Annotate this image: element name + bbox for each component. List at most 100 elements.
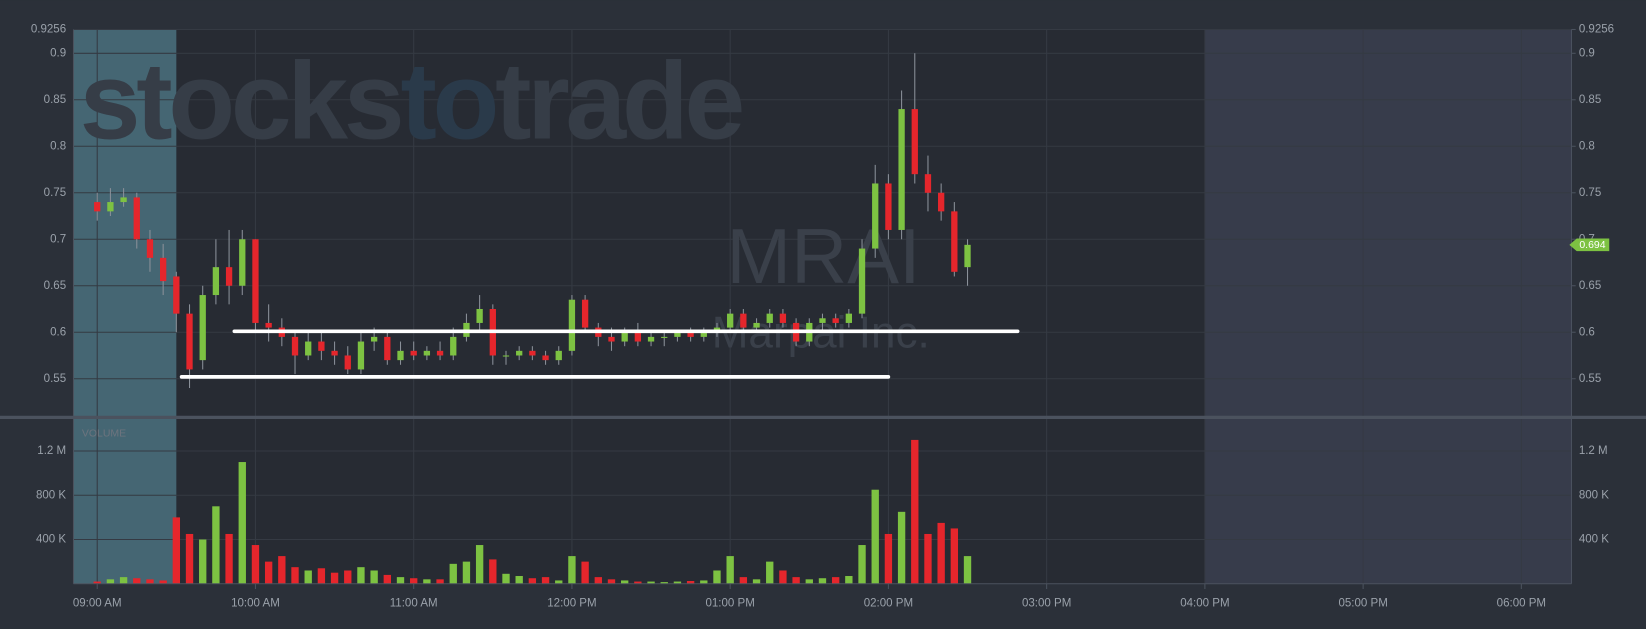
company-watermark: Marpai Inc. (712, 309, 930, 358)
shade-layer (73, 29, 1572, 584)
candle-body (832, 318, 839, 323)
y-tick-label-right: 0.55 (1579, 373, 1601, 385)
x-tick-label: 01:00 PM (705, 598, 754, 610)
candle-body (924, 174, 932, 193)
volume-bar (172, 517, 181, 584)
x-tick-label: 09:00 AM (73, 598, 122, 610)
volume-tick-label: 400 K (36, 534, 66, 546)
y-tick-label: 0.75 (44, 187, 66, 199)
candle-body (885, 183, 892, 230)
volume-bar (963, 556, 972, 584)
volume-bar (396, 577, 405, 584)
candle-body (239, 239, 246, 286)
y-tick-label: 0.8 (50, 140, 66, 152)
candle-body (542, 355, 549, 361)
volume-bar (660, 582, 668, 584)
y-tick-label: 0.6 (50, 326, 66, 338)
candle-body (133, 197, 140, 240)
x-tick-label: 02:00 PM (864, 598, 913, 610)
candle-body (674, 332, 681, 337)
volume-tick-label: 1.2 M (37, 445, 66, 457)
volume-bar (871, 489, 879, 584)
candle-body (120, 197, 127, 203)
volume-bar (212, 506, 220, 584)
candle-body (858, 248, 866, 314)
volume-bar (489, 559, 497, 584)
candle-body (911, 109, 918, 175)
watermark-part: trade (495, 40, 741, 162)
candle-body (436, 350, 444, 356)
volume-bar (700, 580, 708, 584)
candle-body (647, 336, 655, 342)
candle-body (555, 350, 562, 361)
candle-body (779, 313, 787, 323)
y-tick-label: 0.9256 (31, 24, 66, 36)
candle-body (146, 239, 154, 258)
candle-body (845, 313, 852, 323)
candle-body (608, 336, 615, 342)
candle-body (727, 313, 734, 328)
volume-bar (581, 561, 589, 584)
candle-body (344, 355, 351, 370)
volume-bar (502, 573, 510, 584)
volume-bar (317, 568, 326, 584)
volume-bar (199, 539, 207, 584)
volume-bar (541, 577, 550, 584)
volume-bar (739, 577, 748, 584)
y-tick-label-right: 0.85 (1579, 94, 1601, 106)
watermark-part: to (400, 40, 495, 162)
candle-body (529, 350, 536, 356)
volume-bar (937, 522, 945, 584)
candle-body (291, 336, 299, 356)
volume-bar (344, 570, 352, 584)
volume-bar (924, 533, 932, 584)
volume-bar (897, 511, 906, 584)
candle-body (410, 350, 417, 356)
volume-bar (779, 570, 787, 584)
candle-body (766, 313, 773, 323)
y-tick-label: 0.55 (44, 373, 66, 385)
annotation-layer (179, 329, 1020, 379)
volume-bar (475, 545, 484, 584)
volume-bar (436, 579, 444, 584)
candle-body (186, 313, 193, 370)
x-tick-label: 10:00 AM (231, 598, 280, 610)
volume-bar (370, 570, 378, 584)
volume-bar (462, 561, 471, 584)
x-tick-label: 12:00 PM (547, 598, 596, 610)
volume-bar (673, 581, 682, 584)
volume-bar (423, 579, 431, 584)
session-shade (1204, 29, 1572, 584)
volume-bar (264, 561, 273, 584)
volume-bar (357, 567, 365, 584)
candle-body (687, 332, 694, 337)
volume-bar (726, 556, 734, 584)
volume-bar (766, 561, 774, 584)
y-tick-label-right: 0.8 (1579, 140, 1595, 152)
candle-body (225, 267, 233, 286)
y-tick-label-right: 0.9 (1579, 47, 1595, 59)
volume-bar (647, 581, 655, 584)
volume-tick-label-right: 400 K (1579, 534, 1609, 546)
volume-bar (634, 581, 642, 584)
volume-bar (845, 576, 853, 584)
candle-body (384, 336, 391, 361)
candle-body (516, 350, 523, 356)
volume-bar (146, 579, 154, 584)
volume-bar (251, 545, 260, 584)
candle-body (740, 313, 747, 328)
volume-bar (515, 576, 523, 584)
y-tick-label-right: 0.6 (1579, 326, 1595, 338)
candle-body (753, 322, 760, 328)
x-tick-label: 06:00 PM (1497, 598, 1546, 610)
volume-bar (607, 579, 616, 584)
candle-body (819, 318, 826, 323)
volume-bar (621, 580, 629, 584)
candle-body (212, 267, 220, 296)
candle-body (700, 332, 707, 337)
candle-body (252, 239, 259, 323)
last-price-label: 0.694 (1579, 240, 1605, 251)
volume-bar (950, 528, 959, 584)
y-tick-label: 0.7 (50, 233, 66, 245)
